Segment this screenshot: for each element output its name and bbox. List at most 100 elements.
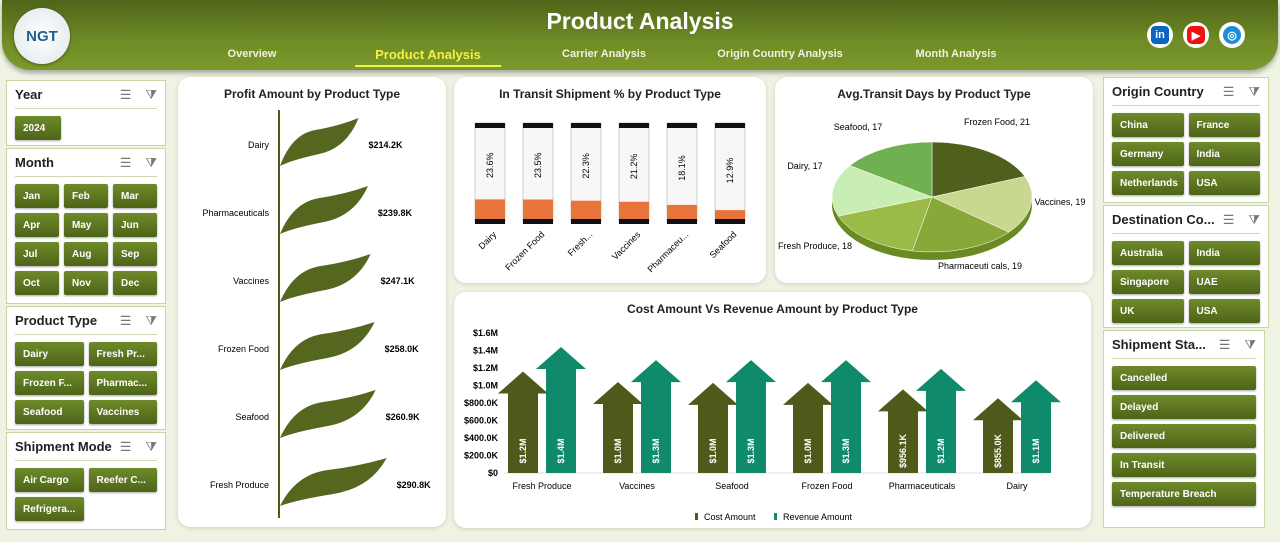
slicer-item[interactable]: Nov [64,271,108,295]
slicer-item[interactable]: Frozen F... [15,371,84,395]
slicer-item[interactable]: Mar [113,184,157,208]
slicer-item[interactable]: Apr [15,213,59,237]
slicer-title: Shipment Mode ☰ ⧩ [15,433,157,461]
multi-select-icon[interactable]: ☰ [1222,84,1235,99]
pie-label: Fresh Produce, 18 [778,241,852,251]
slicer-item[interactable]: Cancelled [1112,366,1256,390]
slicer-item[interactable]: Australia [1112,241,1184,265]
slicer-item[interactable]: France [1188,113,1260,137]
multi-select-icon[interactable]: ☰ [119,155,132,170]
slicer-item[interactable]: Singapore [1112,270,1184,294]
slicer-item[interactable]: Dec [113,271,157,295]
cost-arrow [783,382,833,473]
multi-select-icon[interactable]: ☰ [119,87,132,102]
clear-filter-icon[interactable]: ⧩ [145,439,157,454]
revenue-arrow [726,360,776,473]
slicer-item[interactable]: Jun [113,213,157,237]
slicer-item[interactable]: Oct [15,271,59,295]
slicer-item[interactable]: Netherlands [1112,171,1184,195]
slicer-item[interactable]: Jan [15,184,59,208]
x-category-label: Fresh Produce [512,481,571,491]
slicer-item[interactable]: Delayed [1112,395,1256,419]
globe-icon[interactable]: ◎ [1219,22,1245,48]
slicer-item[interactable]: Pharmac... [88,371,157,395]
slicer-item[interactable]: UAE [1188,270,1260,294]
x-category-label: Pharmaceuticals [889,481,956,491]
transit-category-label: Seafood [708,229,739,260]
clear-filter-icon[interactable]: ⧩ [1248,212,1260,227]
clear-filter-icon[interactable]: ⧩ [1248,84,1260,99]
nav-carrier-analysis[interactable]: Carrier Analysis [562,48,646,60]
left-slicer-3: Shipment Mode ☰ ⧩ Air Cargo Reefer C... Refri… [6,432,166,530]
slicer-item[interactable]: Germany [1112,142,1184,166]
tube-base [523,219,553,224]
youtube-icon[interactable]: ▶ [1183,22,1209,48]
transit-chart-card: In Transit Shipment % by Product Type 23… [454,77,766,283]
linkedin-icon[interactable]: in [1147,22,1173,48]
slicer-item[interactable]: Jul [15,242,59,266]
slicer-item[interactable]: USA [1188,171,1260,195]
tube-cap [523,123,553,128]
multi-select-icon[interactable]: ☰ [1218,337,1231,352]
transit-value-label: 18.1% [677,155,687,181]
slicer-item[interactable]: UK [1112,299,1184,323]
slicer-item[interactable]: In Transit [1112,453,1256,477]
revenue-arrow [916,368,966,473]
nav-month-analysis[interactable]: Month Analysis [915,48,997,60]
slicer-item[interactable]: Air Cargo [15,468,84,492]
multi-select-icon[interactable]: ☰ [1222,212,1235,227]
multi-select-icon[interactable]: ☰ [119,439,132,454]
profit-category-label: Pharmaceuticals [202,208,269,218]
clear-filter-icon[interactable]: ⧩ [145,87,157,102]
pie-label: Vaccines, 19 [1035,197,1086,207]
nav-origin-country-analysis[interactable]: Origin Country Analysis [717,48,843,60]
slicer-item[interactable]: Temperature Breach [1112,482,1256,506]
slicer-title-text: Product Type [15,313,98,328]
clear-filter-icon[interactable]: ⧩ [145,155,157,170]
profit-category-label: Vaccines [233,276,269,286]
slicer-item[interactable]: Feb [64,184,108,208]
slicer-item[interactable]: Sep [113,242,157,266]
slicer-item[interactable]: Refrigera... [15,497,84,521]
cost-value-label: $956.1K [898,433,908,468]
pie-slice [837,196,933,252]
multi-select-icon[interactable]: ☰ [119,313,132,328]
slicer-item[interactable]: Seafood [15,400,84,424]
slicer-title-text: Month [15,155,54,170]
slicer-title-text: Shipment Mode [15,439,112,454]
profit-category-label: Dairy [248,140,270,150]
cost-value-label: $855.0K [993,433,1003,468]
slicer-item[interactable]: Fresh Pr... [88,342,157,366]
slicer-item[interactable]: Vaccines [88,400,157,424]
revenue-value-label: $1.2M [936,438,946,463]
nav-overview[interactable]: Overview [227,48,277,60]
slicer-item[interactable]: Dairy [15,342,84,366]
header-bar: NGT Product Analysis Overview Product An… [2,0,1278,70]
y-tick-label: $1.0M [473,381,498,391]
legend-cost-swatch [695,513,698,520]
slicer-item[interactable]: May [64,213,108,237]
slicer-item[interactable]: India [1188,142,1260,166]
y-tick-label: $1.6M [473,328,498,338]
pie-label: Dairy, 17 [787,161,822,171]
clear-filter-icon[interactable]: ⧩ [145,313,157,328]
slicer-item[interactable]: India [1188,241,1260,265]
slicer-item[interactable]: USA [1188,299,1260,323]
cost-arrow [688,382,738,473]
profit-value-label: $247.1K [381,276,416,286]
slicer-item[interactable]: China [1112,113,1184,137]
clear-filter-icon[interactable]: ⧩ [1244,337,1256,352]
revenue-value-label: $1.3M [651,438,661,463]
pie-slice [931,141,1026,198]
slicer-item[interactable]: Reefer C... [88,468,157,492]
slicer-item[interactable]: Aug [64,242,108,266]
profit-value-label: $258.0K [385,344,420,354]
avg-transit-title: Avg.Transit Days by Product Type [837,87,1031,101]
transit-category-label: Frozen Food [503,229,546,272]
slicer-item[interactable]: 2024 [15,116,61,140]
profit-category-label: Fresh Produce [210,480,269,490]
slicer-item[interactable]: Delivered [1112,424,1256,448]
profit-value-label: $239.8K [378,208,413,218]
pie-slice [931,176,1033,233]
nav-product-analysis[interactable]: Product Analysis [355,47,501,67]
